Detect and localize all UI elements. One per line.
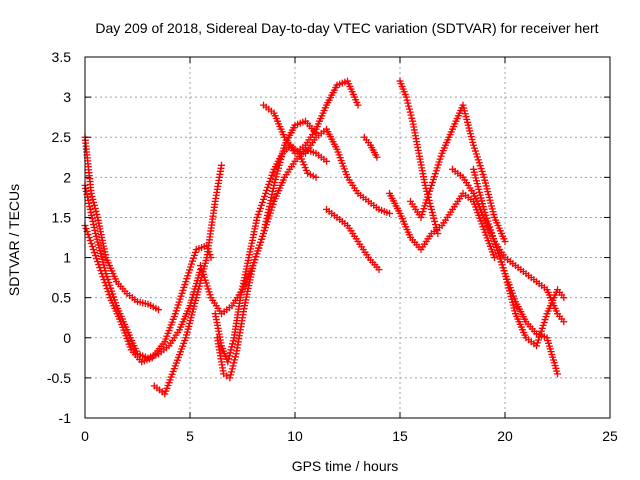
y-tick-label: -0.5 — [47, 370, 71, 386]
series-markers — [407, 101, 509, 246]
series-markers — [360, 133, 381, 161]
data-points — [81, 77, 568, 398]
series-arc-17 — [491, 238, 568, 326]
y-tick-label: 0.5 — [52, 290, 72, 306]
x-tick-label: 0 — [81, 428, 89, 444]
series-markers — [491, 238, 568, 326]
y-axis-label: SDTVAR / TECUs — [6, 184, 22, 296]
plot-frame — [84, 56, 611, 419]
grid-lines — [85, 57, 610, 418]
x-tick-label: 10 — [287, 428, 303, 444]
x-tick-label: 5 — [186, 428, 194, 444]
series-markers — [260, 77, 362, 157]
x-tick-label: 15 — [392, 428, 408, 444]
series-arc-11 — [360, 133, 381, 161]
x-tick-label: 20 — [497, 428, 513, 444]
series-arc-9 — [323, 205, 383, 274]
series-markers — [302, 125, 393, 217]
series-arc-10 — [302, 125, 393, 217]
chart-title: Day 209 of 2018, Sidereal Day-to-day VTE… — [95, 20, 598, 36]
y-tick-label: 3.5 — [52, 49, 72, 65]
series-arc-8 — [260, 77, 362, 157]
y-tick-label: 1.5 — [52, 209, 72, 225]
y-tick-label: 0 — [63, 330, 71, 346]
series-arc-14 — [407, 101, 509, 246]
y-tick-label: 2.5 — [52, 129, 72, 145]
y-tick-label: -1 — [59, 410, 72, 426]
x-axis-label: GPS time / hours — [292, 458, 399, 474]
axis-ticks: 0 5 10 15 20 25 -1 -0.5 0 0.5 1 1.5 2 2.5 3 3.5 — [47, 49, 618, 444]
x-tick-label: 25 — [602, 428, 618, 444]
series-markers — [323, 205, 383, 274]
y-tick-label: 1 — [63, 250, 71, 266]
y-tick-label: 3 — [63, 89, 71, 105]
y-tick-label: 2 — [63, 169, 71, 185]
